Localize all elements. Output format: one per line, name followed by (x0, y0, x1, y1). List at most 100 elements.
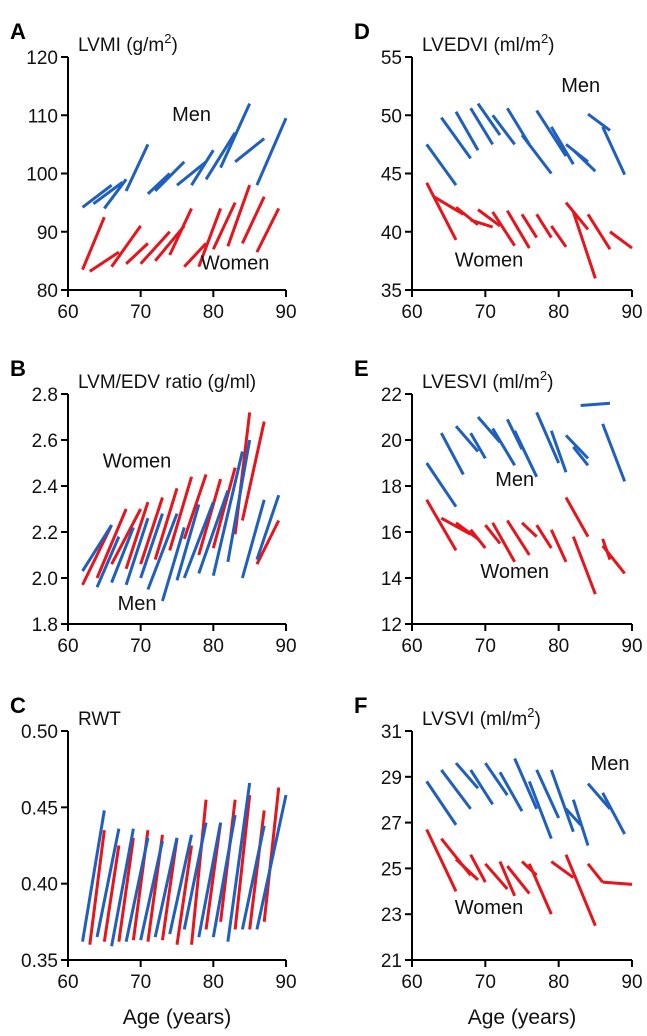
trajectory-segment (476, 416, 502, 444)
panel-title-tail: ) (534, 709, 540, 730)
trajectory-segment (498, 860, 517, 897)
trajectory-segment (454, 425, 480, 453)
trajectory-segment (564, 434, 590, 460)
series-women (425, 496, 626, 595)
y-tick-label: 29 (381, 768, 402, 789)
y-tick-label: 31 (381, 722, 402, 743)
panel-title-text: LVSVI (ml/m (422, 709, 527, 730)
x-tick-label: 80 (203, 972, 224, 993)
trajectory-segment (484, 762, 509, 796)
trajectory-segment (476, 102, 502, 136)
trajectory-segment (182, 822, 208, 930)
trajectory-segment (139, 513, 164, 579)
trajectory-segment (425, 499, 458, 552)
y-tick-label: 22 (381, 385, 402, 406)
y-tick-label: 23 (381, 905, 402, 926)
trajectory-segment (571, 211, 597, 279)
trajectory-segment (240, 825, 266, 930)
trajectory-segment (88, 830, 106, 945)
trajectory-segment (233, 794, 252, 930)
y-tick-label: 2.2 (32, 523, 58, 544)
trajectory-segment (454, 858, 480, 881)
series-annotation: Men (495, 469, 534, 491)
y-tick-label: 100 (26, 165, 58, 186)
trajectory-segment (440, 769, 472, 810)
x-tick-label: 80 (548, 302, 569, 323)
trajectory-segment (125, 242, 149, 265)
trajectory-segment (110, 225, 142, 268)
panel-title-text: LVM/EDV ratio (g/ml) (78, 372, 256, 393)
series-annotation: Men (172, 104, 211, 126)
x-tick-label: 90 (275, 972, 296, 993)
trajectory-segment (601, 792, 626, 835)
y-tick-label: 27 (381, 814, 402, 835)
trajectory-segment (535, 411, 561, 464)
trajectory-segment (549, 430, 568, 473)
x-tick-label: 70 (475, 302, 496, 323)
series-women (425, 182, 633, 279)
series-women (425, 828, 633, 927)
trajectory-segment (241, 196, 266, 245)
trajectory-segment (95, 508, 128, 579)
trajectory-segment (117, 837, 135, 942)
trajectory-segment (564, 201, 590, 231)
trajectory-segment (572, 149, 597, 173)
trajectory-segment (124, 517, 150, 586)
trajectory-segment (513, 430, 539, 478)
trajectory-segment (564, 807, 582, 826)
trajectory-segment (110, 828, 135, 947)
series-annotation: Men (591, 753, 630, 775)
x-tick-label: 90 (621, 972, 642, 993)
trajectory-segment (454, 762, 480, 790)
trajectory-segment (226, 439, 252, 563)
trajectory-segment (211, 814, 237, 938)
series-men (81, 782, 288, 947)
x-tick-label: 60 (57, 636, 78, 657)
trajectory-segment (484, 524, 502, 545)
trajectory-segment (240, 421, 266, 521)
trajectory-segment (586, 213, 612, 251)
x-tick-label: 60 (57, 972, 78, 993)
y-tick-label: 20 (381, 431, 402, 452)
trajectory-segment (469, 432, 487, 460)
trajectory-segment (139, 230, 171, 265)
panel-c: C 0.35 0.40 0.45 0.50 60 70 80 90 RWT Age (years) (10, 693, 297, 1029)
x-tick-label: 80 (203, 636, 224, 657)
trajectory-segment (197, 822, 223, 938)
y-tick-label: 25 (381, 859, 402, 880)
trajectory-segment (564, 496, 590, 538)
trajectory-segment (197, 207, 223, 268)
trajectory-segment (586, 782, 612, 810)
trajectory-segment (425, 780, 458, 826)
trajectory-segment (219, 102, 252, 169)
x-tick-label: 90 (621, 636, 642, 657)
y-tick-label: 2.6 (32, 431, 58, 452)
x-tick-label: 70 (475, 972, 496, 993)
trajectory-segment (211, 451, 244, 577)
panel-title-text: LVESVI (ml/m (422, 372, 540, 393)
x-tick-label: 80 (203, 302, 224, 323)
trajectory-segment (211, 201, 237, 250)
trajectory-segment (520, 521, 538, 538)
trajectory-segment (234, 137, 266, 164)
panel-title-tail: ) (171, 35, 177, 56)
trajectory-segment (183, 242, 208, 268)
trajectory-segment (139, 497, 164, 565)
panel-title: LVM/EDV ratio (g/ml) (78, 372, 256, 393)
trajectory-segment (102, 845, 121, 942)
trajectory-segment (154, 160, 186, 193)
panel-label: B (10, 356, 26, 381)
series-annotation: Women (455, 250, 524, 272)
trajectory-segment (550, 126, 575, 165)
trajectory-segment (168, 207, 193, 256)
trajectory-segment (255, 519, 281, 565)
trajectory-segment (182, 501, 215, 579)
y-tick-label: 18 (381, 477, 402, 498)
x-tick-label: 60 (401, 302, 422, 323)
trajectory-segment (182, 474, 208, 540)
panel-title: LVEDVI (ml/m2) (422, 31, 555, 56)
trajectory-segment (469, 528, 487, 550)
trajectory-segment (469, 107, 494, 146)
trajectory-segment (175, 845, 194, 945)
